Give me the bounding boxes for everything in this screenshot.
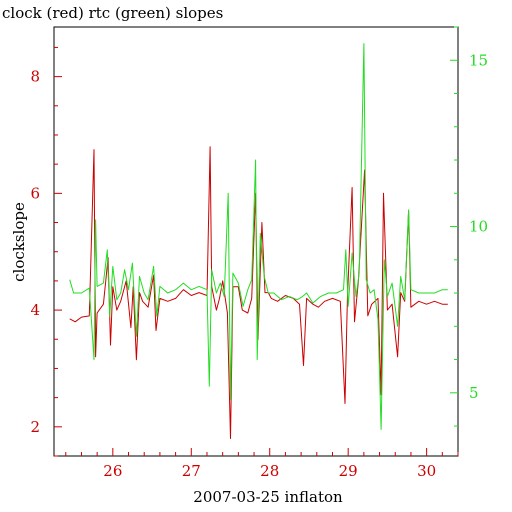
left-tick-label: 4 [30, 301, 40, 319]
plot-frame [53, 26, 459, 457]
left-tick-label: 6 [30, 184, 40, 202]
left-tick-label: 2 [30, 418, 40, 436]
right-tick-label: 10 [469, 218, 488, 236]
rtc-series-line [69, 43, 448, 430]
axes: 26 27 28 29 30 2 4 6 8 5 10 15 [30, 26, 488, 480]
right-tick-label: 15 [469, 51, 488, 69]
x-tick-label: 30 [417, 462, 436, 480]
x-tick-label: 27 [182, 462, 201, 480]
series-layer [69, 43, 448, 439]
right-tick-label: 5 [469, 384, 479, 402]
x-tick-label: 29 [339, 462, 358, 480]
x-tick-label: 26 [103, 462, 122, 480]
x-axis-label: 2007-03-25 inflaton [193, 488, 343, 506]
y-axis-label: clockslope [10, 202, 28, 282]
chart-title: clock (red) rtc (green) slopes [2, 4, 223, 22]
x-tick-label: 28 [260, 462, 279, 480]
left-tick-label: 8 [30, 68, 40, 86]
clock-series-line [69, 146, 448, 439]
